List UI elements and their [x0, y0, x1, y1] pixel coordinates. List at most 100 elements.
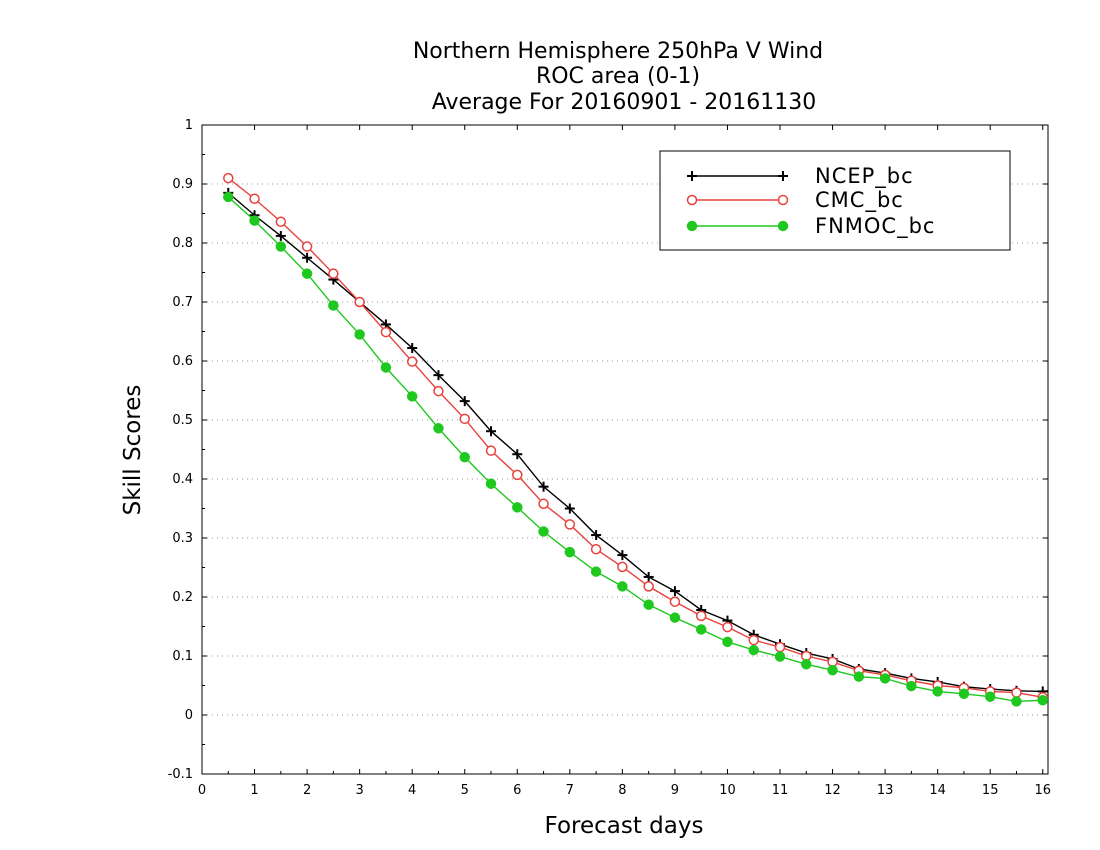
data-point-fnmoc-bc	[722, 636, 733, 648]
axis-ticks: -0.100.10.20.30.40.50.60.70.80.910 1 2 3 4 5 6…	[168, 118, 1051, 798]
x-tick-label: 6	[513, 783, 521, 798]
x-tick-label: 8	[618, 783, 626, 798]
y-axis-label: Skill Scores	[120, 385, 146, 516]
data-point-cmc-bc	[512, 469, 523, 481]
data-point-fnmoc-bc	[774, 651, 786, 662]
data-point-cmc-bc	[354, 296, 365, 308]
data-point-cmc-bc	[380, 326, 392, 338]
data-point-fnmoc-bc	[906, 680, 917, 692]
data-point-cmc-bc	[406, 356, 418, 367]
series-line-fnmoc-bc	[227, 196, 1049, 703]
x-tick-label: 15	[982, 783, 999, 798]
data-point-fnmoc-bc	[1011, 696, 1022, 707]
x-tick-label: 0	[198, 783, 206, 798]
data-point-cmc-bc	[459, 413, 470, 425]
data-point-fnmoc-bc	[512, 502, 523, 513]
x-tick-label: 11	[772, 783, 789, 798]
y-tick-label: 0.2	[172, 590, 193, 605]
data-point-cmc-bc	[590, 543, 602, 555]
series-layer	[223, 172, 1049, 707]
data-point-fnmoc-bc	[958, 688, 970, 700]
legend-marker	[777, 194, 789, 206]
series-fnmoc-bc	[223, 191, 1049, 707]
data-point-ncep-bc	[275, 230, 286, 241]
data-point-fnmoc-bc	[564, 546, 576, 558]
legend-marker	[686, 194, 698, 206]
x-tick-label: 14	[929, 783, 946, 798]
x-tick-label: 5	[461, 783, 469, 798]
data-point-cmc-bc	[328, 268, 339, 279]
x-tick-label: 9	[671, 783, 679, 798]
y-tick-label: 0.7	[172, 295, 193, 310]
data-point-cmc-bc	[301, 241, 313, 252]
data-point-fnmoc-bc	[459, 451, 470, 463]
legend-marker	[778, 171, 788, 181]
y-tick-label: 0.4	[172, 472, 193, 487]
data-point-cmc-bc	[249, 193, 260, 204]
data-point-fnmoc-bc	[433, 423, 444, 434]
data-point-cmc-bc	[223, 172, 234, 184]
x-tick-label: 10	[719, 783, 736, 798]
legend-marker	[687, 171, 697, 181]
legend-label: NCEP_bc	[815, 164, 914, 189]
data-point-cmc-bc	[695, 610, 707, 622]
chart-title-line-2: ROC area (0-1)	[536, 64, 700, 89]
x-tick-label: 4	[408, 783, 416, 798]
data-point-fnmoc-bc	[301, 268, 313, 279]
y-tick-label: 1	[185, 118, 193, 133]
series-line-cmc-bc	[227, 177, 1049, 699]
legend-item-ncep-bc: NCEP_bc	[687, 164, 914, 189]
y-tick-label: 0.6	[172, 354, 193, 369]
series-ncep-bc	[223, 187, 1049, 697]
data-point-ncep-bc	[564, 503, 575, 514]
data-point-ncep-bc	[433, 370, 444, 381]
x-tick-label: 12	[824, 783, 841, 798]
x-tick-label: 16	[1034, 783, 1051, 798]
data-point-cmc-bc	[774, 641, 786, 653]
legend-label: CMC_bc	[815, 188, 904, 213]
data-point-fnmoc-bc	[223, 191, 234, 203]
x-tick-label: 1	[250, 783, 258, 798]
gridlines	[202, 183, 1048, 716]
data-point-fnmoc-bc	[827, 664, 838, 676]
x-tick-label: 13	[877, 783, 894, 798]
data-point-cmc-bc	[1011, 687, 1022, 698]
data-point-fnmoc-bc	[879, 673, 891, 684]
x-tick-label: 2	[303, 783, 311, 798]
data-point-ncep-bc	[617, 550, 628, 561]
data-point-ncep-bc	[591, 530, 602, 541]
data-point-fnmoc-bc	[380, 362, 392, 373]
data-point-fnmoc-bc	[1037, 695, 1048, 706]
data-point-ncep-bc	[643, 571, 654, 582]
data-point-fnmoc-bc	[406, 391, 418, 402]
legend-marker	[777, 220, 789, 232]
data-point-ncep-bc	[669, 586, 680, 597]
y-tick-label: 0.8	[172, 236, 193, 251]
x-tick-label: 7	[566, 783, 574, 798]
y-tick-label: 0.5	[172, 413, 193, 428]
data-point-fnmoc-bc	[748, 644, 759, 656]
data-point-fnmoc-bc	[354, 329, 365, 340]
y-tick-label: -0.1	[168, 767, 193, 782]
data-point-ncep-bc	[512, 449, 523, 460]
data-point-cmc-bc	[617, 561, 628, 573]
chart-title-line-3: Average For 20160901 - 20161130	[432, 90, 817, 115]
data-point-ncep-bc	[538, 481, 549, 492]
data-point-cmc-bc	[748, 634, 759, 646]
data-point-cmc-bc	[669, 596, 681, 607]
data-point-cmc-bc	[275, 216, 287, 228]
y-tick-label: 0	[185, 708, 193, 723]
data-point-fnmoc-bc	[617, 581, 628, 592]
data-point-fnmoc-bc	[643, 599, 654, 610]
x-tick-label: 3	[355, 783, 363, 798]
data-point-fnmoc-bc	[275, 241, 287, 252]
x-axis-label: Forecast days	[545, 813, 704, 839]
data-point-ncep-bc	[459, 396, 470, 407]
data-point-cmc-bc	[433, 385, 444, 397]
data-point-fnmoc-bc	[538, 526, 549, 537]
data-point-ncep-bc	[302, 252, 313, 263]
data-point-fnmoc-bc	[669, 612, 681, 623]
chart-title: Northern Hemisphere 250hPa V Wind ROC ar…	[413, 39, 823, 115]
data-point-fnmoc-bc	[695, 624, 707, 635]
